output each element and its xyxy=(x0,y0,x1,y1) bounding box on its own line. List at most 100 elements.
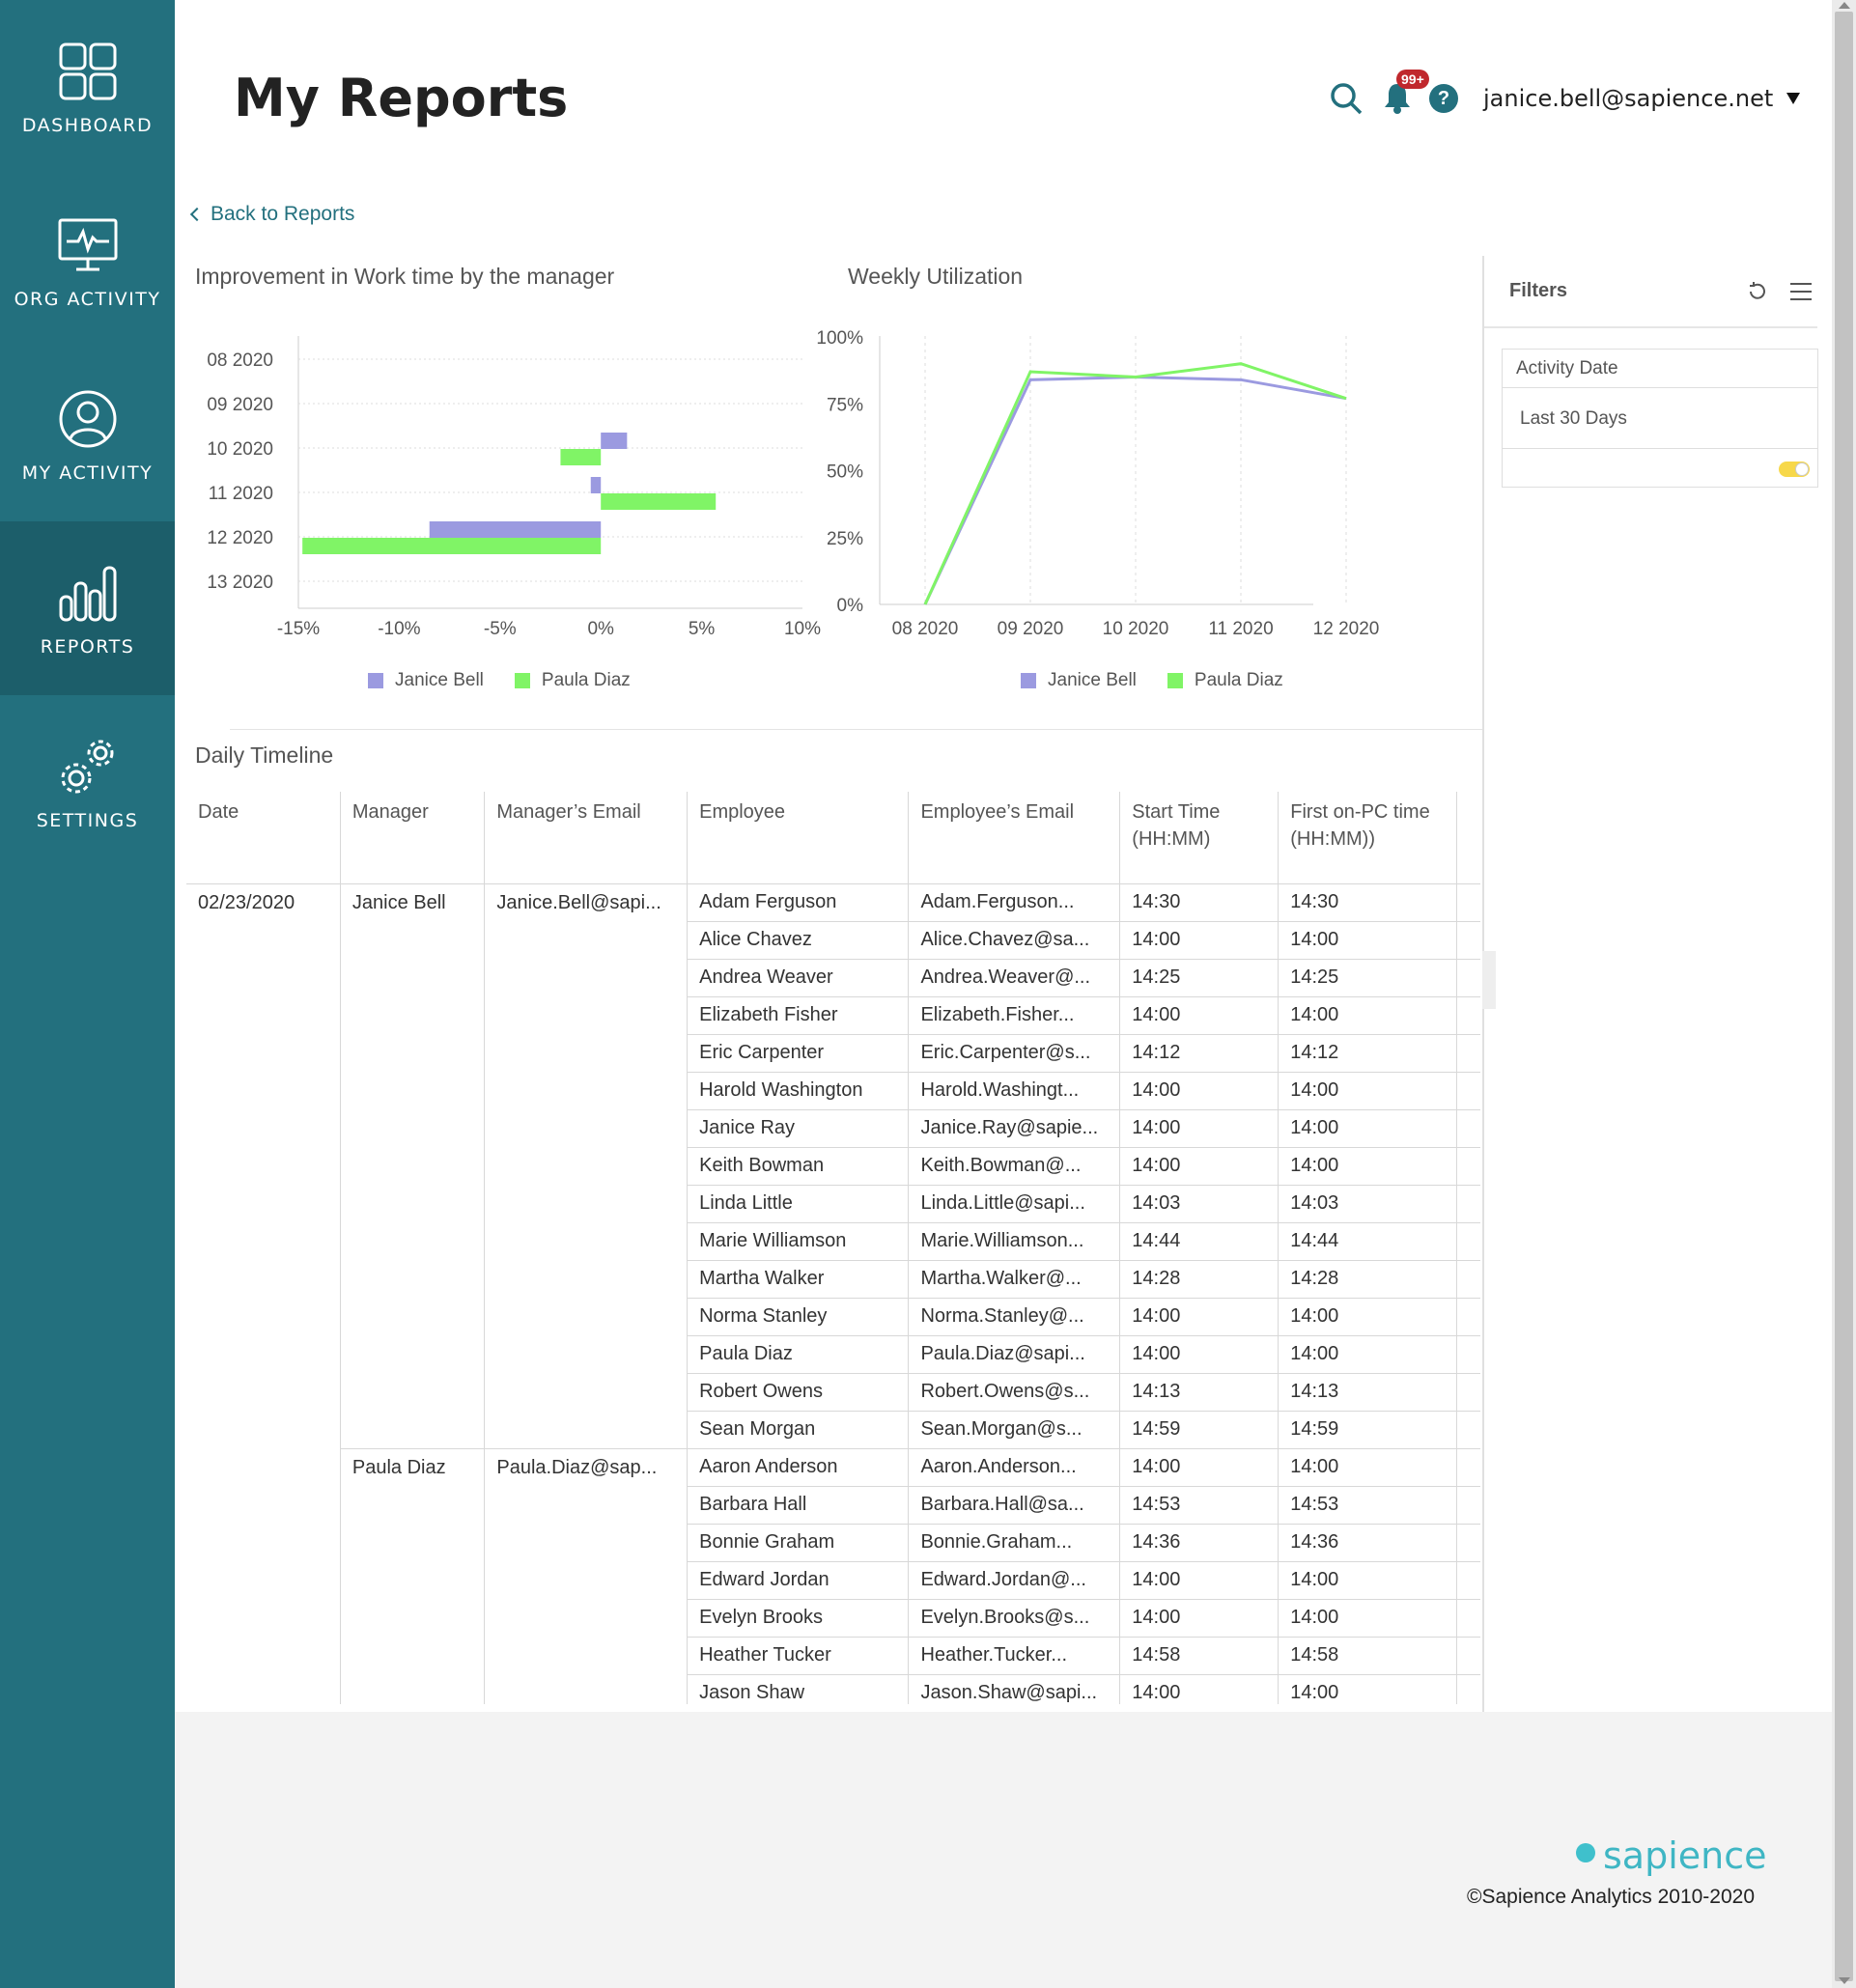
nav-item-dashboard[interactable]: DASHBOARD xyxy=(0,0,175,174)
first-on-pc-cell: 14:36 xyxy=(1278,1524,1457,1562)
start-time-cell: 14:30 xyxy=(1119,883,1279,922)
table-row[interactable]: Harold Washington Harold.Washingt... 14:00… xyxy=(186,1072,1480,1110)
table-row[interactable]: Norma Stanley Norma.Stanley@... 14:00 14:00 xyxy=(186,1298,1480,1336)
table-row[interactable]: Heather Tucker Heather.Tucker... 14:58 14:5… xyxy=(186,1637,1480,1675)
legend-label-paula-weekly: Paula Diaz xyxy=(1194,670,1283,690)
header-tools: 99+ ? janice.bell@sapience.net xyxy=(1329,70,1801,120)
hamburger-menu-icon[interactable] xyxy=(1790,282,1812,300)
scrollbar-thumb[interactable] xyxy=(1835,12,1853,1981)
table-row[interactable]: Barbara Hall Barbara.Hall@sa... 14:53 14:53 xyxy=(186,1486,1480,1525)
table-header-row: Date Manager Manager’s Email Employee Em… xyxy=(186,792,1480,884)
column-header-employee-email[interactable]: Employee’s Email xyxy=(908,792,1120,884)
nav-item-org-activity[interactable]: ORG ACTIVITY xyxy=(0,174,175,348)
extra-cell xyxy=(1455,1222,1480,1261)
bell-icon xyxy=(1385,84,1410,114)
copyright-text: ©Sapience Analytics 2010-2020 xyxy=(1467,1886,1756,1908)
employee-email-cell: Robert.Owens@s... xyxy=(908,1373,1120,1412)
employee-email-cell: Andrea.Weaver@... xyxy=(908,959,1120,997)
y-tick-label: 09 2020 xyxy=(207,395,273,415)
user-email[interactable]: janice.bell@sapience.net xyxy=(1483,85,1774,112)
extra-cell xyxy=(1455,1298,1480,1336)
back-to-reports-link[interactable]: Back to Reports xyxy=(189,203,354,226)
extra-cell xyxy=(1455,1524,1480,1562)
extra-cell xyxy=(1455,1486,1480,1525)
filters-collapse-handle[interactable] xyxy=(1482,951,1496,1009)
section-divider xyxy=(230,729,1615,730)
table-row[interactable]: Janice Ray Janice.Ray@sapie... 14:00 14:00 xyxy=(186,1109,1480,1148)
reset-icon[interactable] xyxy=(1746,280,1769,303)
employee-cell: Alice Chavez xyxy=(687,921,909,960)
employee-email-cell: Edward.Jordan@... xyxy=(908,1561,1120,1600)
y-tick-label: 0% xyxy=(837,596,864,616)
y-tick-label: 75% xyxy=(827,395,863,415)
first-on-pc-cell: 14:00 xyxy=(1278,921,1457,960)
x-tick-label: 09 2020 xyxy=(998,619,1064,639)
column-header-start-time[interactable]: Start Time (HH:MM) xyxy=(1119,792,1279,884)
table-row[interactable]: Evelyn Brooks Evelyn.Brooks@s... 14:00 14:0… xyxy=(186,1599,1480,1638)
table-row[interactable]: Sean Morgan Sean.Morgan@s... 14:59 14:59 xyxy=(186,1411,1480,1449)
main-content: My Reports 99+ ? janice.bell@sapience.ne… xyxy=(175,0,1832,1712)
employee-email-cell: Aaron.Anderson... xyxy=(908,1448,1120,1487)
table-row[interactable]: Keith Bowman Keith.Bowman@... 14:00 14:00 xyxy=(186,1147,1480,1186)
legend-label-janice-weekly: Janice Bell xyxy=(1048,670,1137,690)
table-row[interactable]: Paula Diaz Paula.Diaz@sap... Aaron Anderso… xyxy=(186,1448,1480,1704)
start-time-cell: 14:00 xyxy=(1119,1298,1279,1336)
employee-cell: Keith Bowman xyxy=(687,1147,909,1186)
bar-janice xyxy=(429,521,602,538)
extra-cell xyxy=(1455,1260,1480,1299)
activity-date-label: Activity Date xyxy=(1503,350,1817,388)
sidebar-nav: DASHBOARD ORG ACTIVITY MY ACTIVITY xyxy=(0,0,175,1988)
table-row[interactable]: Linda Little Linda.Little@sapi... 14:03 14:… xyxy=(186,1185,1480,1223)
column-header-employee[interactable]: Employee xyxy=(687,792,909,884)
chevron-left-icon xyxy=(189,207,205,222)
table-row[interactable]: Eric Carpenter Eric.Carpenter@s... 14:12 14… xyxy=(186,1034,1480,1073)
column-header-manager-email[interactable]: Manager’s Email xyxy=(484,792,688,884)
employee-email-cell: Keith.Bowman@... xyxy=(908,1147,1120,1186)
legend-entry-paula-weekly[interactable]: Paula Diaz xyxy=(1167,670,1283,691)
table-row[interactable]: Bonnie Graham Bonnie.Graham... 14:36 14:36 xyxy=(186,1524,1480,1562)
employee-cell: Heather Tucker xyxy=(687,1637,909,1675)
legend-entry-janice[interactable]: Janice Bell xyxy=(368,670,484,691)
start-time-cell: 14:00 xyxy=(1119,1335,1279,1374)
table-row[interactable]: Jason Shaw Jason.Shaw@sapi... 14:00 14:00 xyxy=(186,1674,1480,1704)
nav-item-reports[interactable]: REPORTS xyxy=(0,521,175,695)
column-header-date[interactable]: Date xyxy=(186,792,341,884)
start-time-cell: 14:00 xyxy=(1119,1674,1279,1704)
employee-email-cell: Bonnie.Graham... xyxy=(908,1524,1120,1562)
first-on-pc-cell: 14:53 xyxy=(1278,1486,1457,1525)
nav-item-settings[interactable]: SETTINGS xyxy=(0,695,175,869)
user-menu-caret-icon[interactable] xyxy=(1786,93,1801,104)
legend-entry-janice-weekly[interactable]: Janice Bell xyxy=(1021,670,1137,691)
bar-paula xyxy=(302,538,602,554)
daily-timeline-title: Daily Timeline xyxy=(195,742,334,768)
table-row[interactable]: Martha Walker Martha.Walker@... 14:28 14:28 xyxy=(186,1260,1480,1299)
table-row[interactable]: Marie Williamson Marie.Williamson... 14:44… xyxy=(186,1222,1480,1261)
scroll-up-icon[interactable] xyxy=(1839,2,1850,9)
table-row[interactable]: Paula Diaz Paula.Diaz@sapi... 14:00 14:00 xyxy=(186,1335,1480,1374)
search-icon[interactable] xyxy=(1329,81,1364,116)
scroll-down-icon[interactable] xyxy=(1839,1977,1850,1984)
employee-email-cell: Heather.Tucker... xyxy=(908,1637,1120,1675)
activity-date-select[interactable]: Last 30 Days xyxy=(1503,388,1817,449)
employee-cell: Andrea Weaver xyxy=(687,959,909,997)
nav-item-my-activity[interactable]: MY ACTIVITY xyxy=(0,348,175,521)
activity-date-filter: Activity Date Last 30 Days xyxy=(1502,349,1818,488)
column-header-manager[interactable]: Manager xyxy=(339,792,485,884)
page-scrollbar[interactable] xyxy=(1832,0,1856,1988)
bar-janice xyxy=(590,477,602,493)
filter-toggle[interactable] xyxy=(1779,462,1810,477)
table-row[interactable]: Edward Jordan Edward.Jordan@... 14:00 14:00 xyxy=(186,1561,1480,1600)
table-row[interactable]: Elizabeth Fisher Elizabeth.Fisher... 14:00… xyxy=(186,996,1480,1035)
table-row[interactable]: Robert Owens Robert.Owens@s... 14:13 14:13 xyxy=(186,1373,1480,1412)
table-row[interactable]: Andrea Weaver Andrea.Weaver@... 14:25 14:25 xyxy=(186,959,1480,997)
legend-swatch-paula xyxy=(514,673,530,688)
notifications-button[interactable]: 99+ xyxy=(1383,70,1429,116)
help-icon[interactable]: ? xyxy=(1429,84,1458,113)
extra-cell xyxy=(1455,1373,1480,1412)
table-row[interactable]: 02/23/2020 Janice Bell Janice.Bell@sapi...… xyxy=(186,883,1480,1449)
table-row[interactable]: Alice Chavez Alice.Chavez@sa... 14:00 14:00 xyxy=(186,921,1480,960)
employee-cell: Marie Williamson xyxy=(687,1222,909,1261)
column-header-first-on-pc[interactable]: First on-PC time (HH:MM)) xyxy=(1278,792,1457,884)
legend-entry-paula[interactable]: Paula Diaz xyxy=(514,670,631,691)
extra-cell xyxy=(1455,1411,1480,1449)
